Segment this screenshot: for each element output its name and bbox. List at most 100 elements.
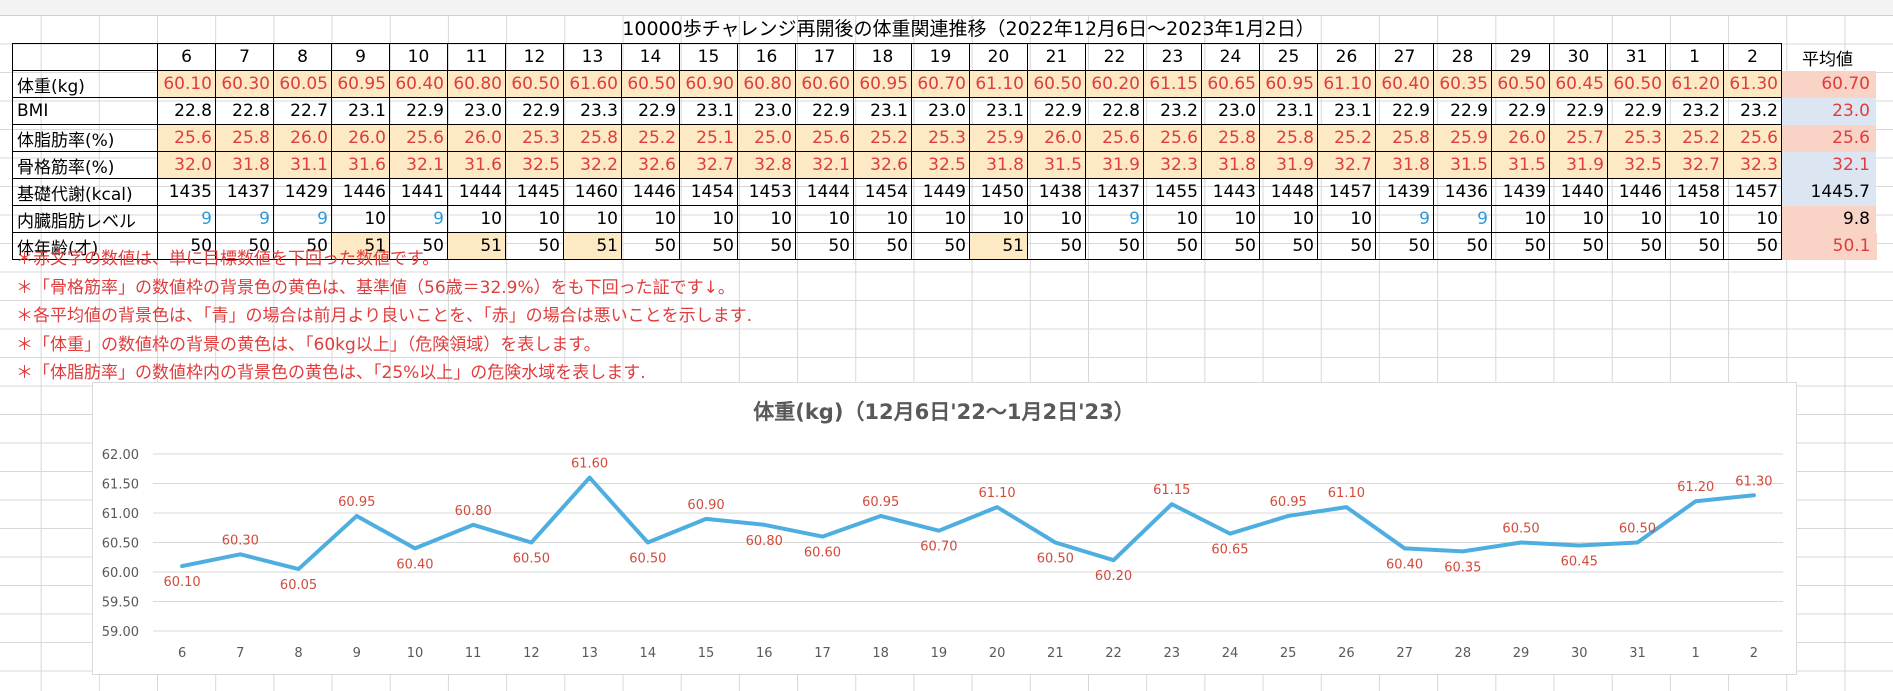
value-cell[interactable]: 32.7 bbox=[1665, 151, 1724, 179]
value-cell[interactable]: 9 bbox=[273, 205, 332, 233]
value-cell[interactable]: 25.2 bbox=[853, 124, 912, 152]
value-cell[interactable]: 25.6 bbox=[1143, 124, 1202, 152]
value-cell[interactable]: 22.9 bbox=[1027, 97, 1086, 125]
value-cell[interactable]: 1445 bbox=[505, 178, 564, 206]
value-cell[interactable]: 1435 bbox=[157, 178, 216, 206]
value-cell[interactable]: 22.8 bbox=[215, 97, 274, 125]
value-cell[interactable]: 60.90 bbox=[679, 70, 738, 98]
value-cell[interactable]: 23.0 bbox=[447, 97, 506, 125]
value-cell[interactable]: 1429 bbox=[273, 178, 332, 206]
value-cell[interactable]: 1450 bbox=[969, 178, 1028, 206]
value-cell[interactable]: 50 bbox=[505, 232, 564, 260]
value-cell[interactable]: 60.65 bbox=[1201, 70, 1260, 98]
value-cell[interactable]: 25.8 bbox=[1259, 124, 1318, 152]
value-cell[interactable]: 9 bbox=[389, 205, 448, 233]
value-cell[interactable]: 50 bbox=[1143, 232, 1202, 260]
value-cell[interactable]: 60.95 bbox=[853, 70, 912, 98]
value-cell[interactable]: 60.40 bbox=[389, 70, 448, 98]
value-cell[interactable]: 32.5 bbox=[505, 151, 564, 179]
value-cell[interactable]: 10 bbox=[505, 205, 564, 233]
value-cell[interactable]: 10 bbox=[1607, 205, 1666, 233]
value-cell[interactable]: 50 bbox=[853, 232, 912, 260]
value-cell[interactable]: 50 bbox=[1549, 232, 1608, 260]
value-cell[interactable]: 32.8 bbox=[737, 151, 796, 179]
value-cell[interactable]: 60.50 bbox=[1491, 70, 1550, 98]
value-cell[interactable]: 26.0 bbox=[1027, 124, 1086, 152]
avg-cell[interactable]: 1445.7 bbox=[1781, 178, 1877, 206]
value-cell[interactable]: 23.1 bbox=[679, 97, 738, 125]
value-cell[interactable]: 1446 bbox=[621, 178, 680, 206]
day-header-cell[interactable]: 11 bbox=[447, 43, 506, 71]
day-header-cell[interactable]: 18 bbox=[853, 43, 912, 71]
value-cell[interactable]: 60.05 bbox=[273, 70, 332, 98]
value-cell[interactable]: 50 bbox=[1375, 232, 1434, 260]
value-cell[interactable]: 10 bbox=[853, 205, 912, 233]
day-header-cell[interactable]: 24 bbox=[1201, 43, 1260, 71]
day-header-cell[interactable]: 26 bbox=[1317, 43, 1376, 71]
avg-cell[interactable]: 23.0 bbox=[1781, 97, 1877, 125]
value-cell[interactable]: 60.70 bbox=[911, 70, 970, 98]
value-cell[interactable]: 61.30 bbox=[1723, 70, 1782, 98]
value-cell[interactable]: 1443 bbox=[1201, 178, 1260, 206]
avg-cell[interactable]: 25.6 bbox=[1781, 124, 1877, 152]
value-cell[interactable]: 50 bbox=[1085, 232, 1144, 260]
value-cell[interactable]: 23.2 bbox=[1665, 97, 1724, 125]
value-cell[interactable]: 25.0 bbox=[737, 124, 796, 152]
row-label[interactable]: 体重(kg) bbox=[12, 70, 158, 98]
value-cell[interactable]: 51 bbox=[563, 232, 622, 260]
row-label[interactable]: 体脂肪率(%) bbox=[12, 124, 158, 152]
value-cell[interactable]: 31.6 bbox=[447, 151, 506, 179]
value-cell[interactable]: 10 bbox=[911, 205, 970, 233]
value-cell[interactable]: 25.3 bbox=[1607, 124, 1666, 152]
value-cell[interactable]: 1446 bbox=[1607, 178, 1666, 206]
value-cell[interactable]: 22.7 bbox=[273, 97, 332, 125]
value-cell[interactable]: 60.10 bbox=[157, 70, 216, 98]
value-cell[interactable]: 10 bbox=[1665, 205, 1724, 233]
value-cell[interactable]: 50 bbox=[621, 232, 680, 260]
value-cell[interactable]: 10 bbox=[1723, 205, 1782, 233]
value-cell[interactable]: 25.2 bbox=[1317, 124, 1376, 152]
value-cell[interactable]: 32.3 bbox=[1143, 151, 1202, 179]
day-header-cell[interactable]: 17 bbox=[795, 43, 854, 71]
value-cell[interactable]: 50 bbox=[911, 232, 970, 260]
value-cell[interactable]: 31.1 bbox=[273, 151, 332, 179]
value-cell[interactable]: 1454 bbox=[679, 178, 738, 206]
value-cell[interactable]: 23.1 bbox=[969, 97, 1028, 125]
value-cell[interactable]: 23.2 bbox=[1723, 97, 1782, 125]
value-cell[interactable]: 1437 bbox=[215, 178, 274, 206]
value-cell[interactable]: 9 bbox=[157, 205, 216, 233]
value-cell[interactable]: 31.8 bbox=[215, 151, 274, 179]
day-header-cell[interactable]: 23 bbox=[1143, 43, 1202, 71]
value-cell[interactable]: 1449 bbox=[911, 178, 970, 206]
value-cell[interactable]: 10 bbox=[1027, 205, 1086, 233]
value-cell[interactable]: 23.1 bbox=[331, 97, 390, 125]
value-cell[interactable]: 50 bbox=[679, 232, 738, 260]
value-cell[interactable]: 23.0 bbox=[737, 97, 796, 125]
day-header-cell[interactable]: 20 bbox=[969, 43, 1028, 71]
value-cell[interactable]: 25.9 bbox=[969, 124, 1028, 152]
value-cell[interactable]: 31.8 bbox=[1201, 151, 1260, 179]
value-cell[interactable]: 50 bbox=[1491, 232, 1550, 260]
row-label[interactable]: 基礎代謝(kcal) bbox=[12, 178, 158, 206]
value-cell[interactable]: 25.8 bbox=[1201, 124, 1260, 152]
value-cell[interactable]: 61.20 bbox=[1665, 70, 1724, 98]
day-header-cell[interactable]: 28 bbox=[1433, 43, 1492, 71]
value-cell[interactable]: 50 bbox=[737, 232, 796, 260]
value-cell[interactable]: 22.9 bbox=[1607, 97, 1666, 125]
value-cell[interactable]: 50 bbox=[1317, 232, 1376, 260]
value-cell[interactable]: 60.40 bbox=[1375, 70, 1434, 98]
day-header-cell[interactable]: 9 bbox=[331, 43, 390, 71]
value-cell[interactable]: 23.1 bbox=[1259, 97, 1318, 125]
value-cell[interactable]: 50 bbox=[157, 232, 216, 260]
value-cell[interactable]: 25.2 bbox=[621, 124, 680, 152]
value-cell[interactable]: 23.3 bbox=[563, 97, 622, 125]
value-cell[interactable]: 1444 bbox=[795, 178, 854, 206]
day-header-cell[interactable]: 19 bbox=[911, 43, 970, 71]
value-cell[interactable]: 25.8 bbox=[215, 124, 274, 152]
value-cell[interactable]: 50 bbox=[1607, 232, 1666, 260]
value-cell[interactable]: 31.8 bbox=[969, 151, 1028, 179]
value-cell[interactable]: 1439 bbox=[1491, 178, 1550, 206]
day-header-cell[interactable]: 7 bbox=[215, 43, 274, 71]
value-cell[interactable]: 22.9 bbox=[1491, 97, 1550, 125]
value-cell[interactable]: 26.0 bbox=[447, 124, 506, 152]
